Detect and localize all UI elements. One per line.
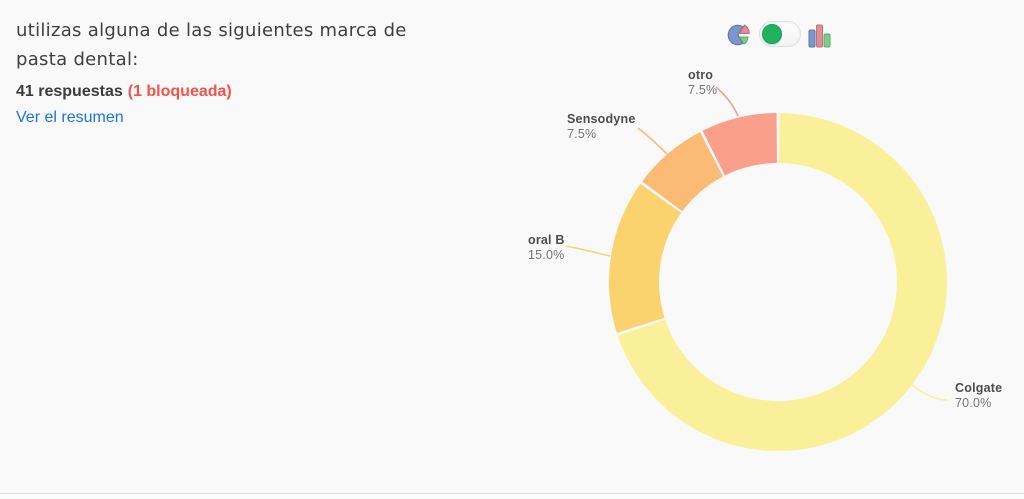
pie-chart-view-button[interactable] xyxy=(726,21,752,48)
slice-label-percent: 70.0% xyxy=(955,396,992,410)
slice-label-percent: 7.5% xyxy=(567,127,597,141)
bottom-divider xyxy=(0,493,1024,494)
view-summary-link[interactable]: Ver el resumen xyxy=(16,109,124,126)
slice-label-name: Sensodyne xyxy=(567,112,636,126)
leader-line-otro xyxy=(715,86,739,117)
slice-label-colgate: Colgate 70.0% xyxy=(955,381,1002,411)
slice-label-name: oral B xyxy=(528,233,565,247)
bar-icon-green-bar xyxy=(823,33,831,48)
bar-icon-pink-bar xyxy=(816,24,823,48)
slice-label-sensodyne: Sensodyne 7.5% xyxy=(567,112,636,142)
donut-slice-oral-b xyxy=(608,183,682,333)
donut-slice-otro xyxy=(702,113,777,176)
slice-label-otro: otro 7.5% xyxy=(688,68,717,98)
pie-icon-blue-slice xyxy=(727,24,744,45)
leader-line-oral-b xyxy=(565,245,611,257)
bottom-strip xyxy=(0,494,1024,499)
blocked-responses-note: (1 bloqueada) xyxy=(127,83,232,100)
leader-line-colgate xyxy=(904,378,948,401)
chart-controls xyxy=(726,20,832,48)
toggle-knob xyxy=(762,24,782,44)
pie-icon-green-slice xyxy=(739,35,749,45)
bar-chart-icon xyxy=(808,24,831,48)
pie-chart-icon xyxy=(727,23,750,45)
bar-icon-blue-bar xyxy=(808,29,816,48)
leader-line-sensodyne xyxy=(637,127,668,155)
donut-slice-sensodyne xyxy=(642,132,724,212)
question-title: utilizas alguna de las siguientes marca … xyxy=(16,20,407,70)
responses-count: 41 respuestas (1 bloqueada) xyxy=(16,83,232,101)
slice-label-name: otro xyxy=(688,68,714,82)
slice-label-percent: 7.5% xyxy=(688,83,718,97)
chart-type-toggle[interactable] xyxy=(759,21,801,47)
slice-label-percent: 15.0% xyxy=(528,248,565,262)
slice-label-oral-b: oral B 15.0% xyxy=(528,233,565,263)
donut-slice-colgate xyxy=(617,113,947,452)
slice-label-name: Colgate xyxy=(955,381,1003,395)
pie-icon-pink-slice xyxy=(739,23,750,34)
bar-chart-view-button[interactable] xyxy=(808,20,832,48)
responses-count-text: 41 respuestas xyxy=(16,83,123,100)
